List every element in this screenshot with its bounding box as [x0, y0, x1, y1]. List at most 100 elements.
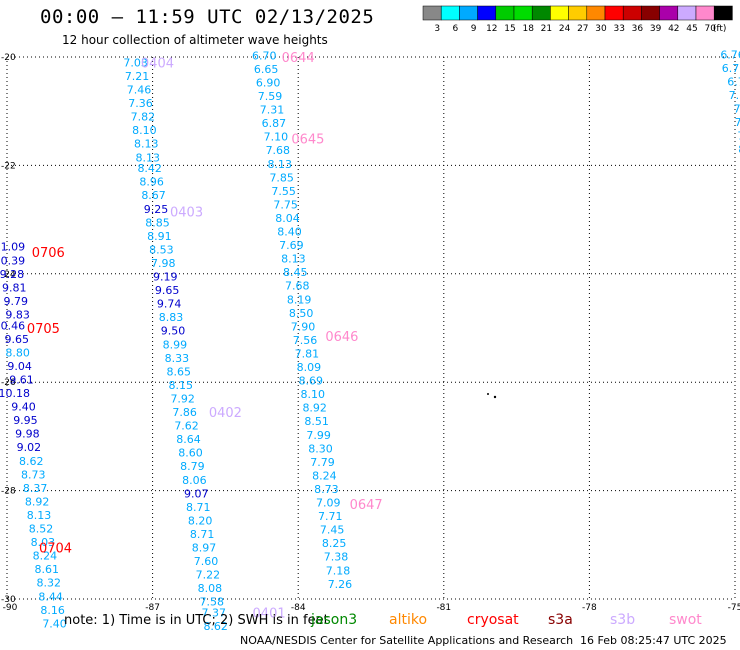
wave-height-value: 8.91 — [147, 230, 172, 243]
wave-height-value: 8.06 — [182, 474, 207, 487]
wave-height-value: 8.99 — [163, 338, 188, 351]
wave-height-value: 8.92 — [25, 495, 50, 508]
page-subtitle: 12 hour collection of altimeter wave hei… — [62, 33, 328, 47]
wave-height-value: 8.92 — [302, 402, 327, 415]
wave-height-value: 8.24 — [312, 469, 337, 482]
wave-height-value: 7.22 — [196, 569, 221, 582]
wave-height-value: 8.73 — [21, 468, 46, 481]
wave-height-value: 8.79 — [180, 460, 205, 473]
wave-height-value: 9.81 — [2, 281, 27, 294]
satellite-legend-item: s3a — [548, 612, 573, 628]
lat-tick-label: -20 — [1, 53, 16, 63]
wave-height-value: 11.09 — [0, 241, 25, 254]
wave-height-value: 8.04 — [275, 212, 300, 225]
wave-height-value: 8.33 — [165, 352, 190, 365]
wave-height-value: 7.68 — [285, 280, 310, 293]
wave-height-value: 7.3 — [729, 89, 740, 102]
legend-tick-label: 39 — [650, 24, 662, 34]
wave-height-value: 8.51 — [304, 415, 329, 428]
lat-tick-label: -22 — [1, 161, 16, 171]
lon-tick-label: -75 — [728, 603, 740, 613]
legend-unit-label: (ft) — [713, 24, 727, 34]
lat-tick-label: -30 — [1, 595, 16, 605]
wave-height-value: 9.65 — [155, 284, 180, 297]
wave-height-value: 8.19 — [287, 293, 312, 306]
wave-height-value: 7.60 — [194, 555, 219, 568]
wave-height-value: 7.71 — [318, 510, 343, 523]
wave-height-value: 9.79 — [3, 295, 28, 308]
pass-label: 0645 — [291, 132, 324, 147]
wave-height-value: 6.70 — [722, 62, 740, 75]
satellite-legend-item: swot — [669, 612, 702, 628]
wave-height-value: 8.13 — [135, 151, 160, 164]
wave-height-value: 8.71 — [186, 501, 211, 514]
lon-tick-label: -90 — [3, 603, 18, 613]
legend-tick-label: 18 — [522, 24, 534, 34]
legend-tick-label: 6 — [453, 24, 459, 34]
wave-height-value: 9.50 — [161, 325, 186, 338]
wave-height-value: 8 — [738, 143, 740, 156]
map-dot — [493, 395, 497, 399]
lon-tick-label: -78 — [582, 603, 597, 613]
lon-tick-label: -81 — [436, 603, 451, 613]
wave-height-value: 9.95 — [13, 414, 38, 427]
wave-height-value: 7.79 — [310, 456, 335, 469]
wave-height-value: 7.40 — [42, 617, 67, 630]
wave-height-value: 7. — [735, 116, 740, 129]
wave-height-value: 9.19 — [153, 271, 178, 284]
pass-label: 0401 — [253, 607, 286, 622]
wave-height-value: 7.45 — [320, 524, 345, 537]
wave-height-value: 8.10 — [132, 124, 157, 137]
wave-height-value: 8.13 — [268, 158, 293, 171]
wave-height-value: 8.62 — [19, 455, 44, 468]
color-legend: 3 6 9 12 15 18 21 24 27 30 33 36 39 42 45 70(ft) — [422, 5, 733, 34]
legend-tick-label: 15 — [504, 24, 515, 34]
wave-height-value: 9.61 — [9, 373, 34, 386]
wave-height-value: 6.65 — [254, 63, 279, 76]
wave-height-value: 9.02 — [17, 441, 42, 454]
wave-height-value: 8.16 — [40, 604, 65, 617]
wave-height-value: 7.18 — [326, 564, 351, 577]
map-dot — [487, 393, 489, 395]
wave-height-value: 7.37 — [202, 607, 227, 620]
wave-height-value: 8.25 — [322, 537, 347, 550]
wave-height-value: 8.61 — [35, 563, 60, 576]
wave-height-value: 8.67 — [141, 189, 166, 202]
wave-height-value: 8.09 — [297, 361, 322, 374]
wave-height-value: 9.25 — [144, 203, 169, 216]
pass-label: 0706 — [32, 246, 65, 261]
legend-tick-label: 42 — [668, 24, 679, 34]
pass-label: 0403 — [170, 205, 203, 220]
lat-tick-label: -28 — [1, 487, 16, 497]
pass-label: 0704 — [39, 542, 72, 557]
legend-tick-label: 9 — [471, 24, 477, 34]
legend-tick-label: 12 — [486, 24, 497, 34]
wave-height-value: 7.75 — [273, 198, 298, 211]
wave-height-value: 7.58 — [200, 596, 225, 609]
wave-height-value: 8.13 — [27, 509, 52, 522]
wave-height-value: 8.71 — [190, 528, 215, 541]
wave-height-value: 8.13 — [134, 138, 159, 151]
wave-height-value: 10.18 — [0, 387, 30, 400]
pass-label: 0644 — [282, 51, 315, 66]
wave-height-value: 7.10 — [264, 131, 289, 144]
wave-height-value: 7.56 — [293, 334, 318, 347]
legend-tick-label: 45 — [686, 24, 697, 34]
wave-height-value: 6.87 — [262, 117, 287, 130]
wave-height-value: 8.24 — [33, 550, 58, 563]
wave-height-value: 7.90 — [291, 320, 316, 333]
wave-height-value: 9.98 — [15, 428, 40, 441]
legend-swatch — [713, 5, 733, 21]
page-title: 00:00 — 11:59 UTC 02/13/2025 — [40, 6, 375, 28]
wave-height-value: 9.07 — [184, 487, 209, 500]
wave-height-value: 7.98 — [151, 257, 176, 270]
legend-tick-label: 33 — [613, 24, 624, 34]
wave-height-value: 8.97 — [192, 542, 217, 555]
wave-height-value: 8.08 — [198, 582, 223, 595]
wave-height-value: 8.10 — [301, 388, 326, 401]
pass-label: 0402 — [209, 406, 242, 421]
wave-height-value: 7.26 — [328, 578, 353, 591]
wave-height-value: 9.83 — [5, 308, 30, 321]
wave-height-value: 6.70 — [252, 49, 277, 62]
